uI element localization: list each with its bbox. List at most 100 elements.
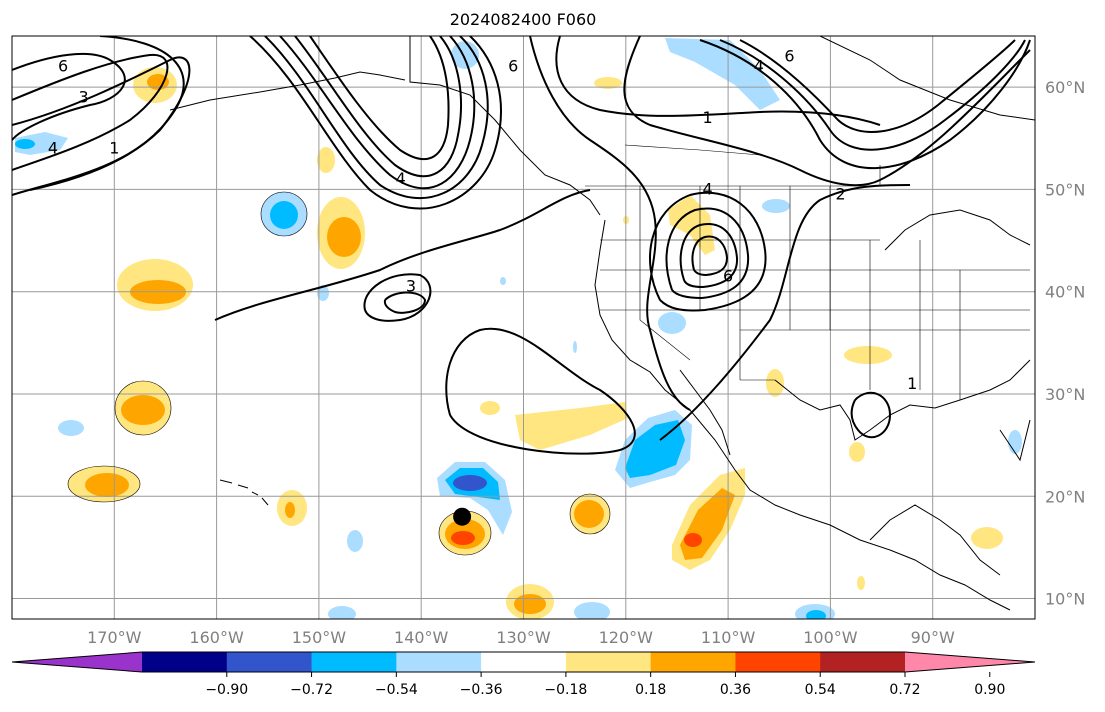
colorbar-segment — [820, 652, 906, 672]
colorbar-segment — [565, 652, 652, 672]
contour-line — [623, 36, 1031, 187]
colorbar-max-extension — [905, 652, 1035, 672]
lon-tick-label: 140°W — [394, 628, 449, 647]
latitude-labels: 60°N 50°N 40°N 30°N 20°N 10°N — [1045, 78, 1085, 608]
colorbar-tick-label: −0.36 — [460, 682, 503, 698]
yucatan-coast — [869, 504, 1001, 576]
negative-anomaly — [573, 341, 577, 353]
positive-anomaly-core — [327, 217, 361, 257]
contour-label: 6 — [58, 57, 68, 76]
colorbar-tick-label: 0.72 — [889, 682, 920, 698]
colorbar-tick-label: 0.90 — [974, 682, 1005, 698]
positive-anomaly-peak — [684, 533, 702, 547]
contour-line — [850, 391, 892, 439]
colorbar-min-extension — [12, 652, 142, 672]
negative-anomaly-core — [15, 139, 35, 149]
positive-anomaly-peak — [451, 531, 475, 545]
lat-tick-label: 50°N — [1045, 180, 1085, 199]
lon-tick-label: 150°W — [292, 628, 347, 647]
figure-title: 2024082400 F060 — [449, 10, 597, 29]
negative-anomaly — [500, 277, 506, 285]
map-gridlines — [12, 36, 1035, 619]
contour-label: 1 — [703, 108, 713, 127]
colorbar-segment — [396, 652, 482, 672]
lat-tick-label: 40°N — [1045, 283, 1085, 302]
anomaly-shading — [15, 38, 1022, 619]
contour-line — [12, 53, 169, 171]
positive-anomaly-core — [285, 502, 295, 518]
contour-label: 6 — [508, 57, 518, 76]
positive-anomaly-core — [514, 594, 546, 614]
contour-lines — [12, 36, 1031, 455]
negative-anomaly — [58, 420, 84, 436]
positive-anomaly — [317, 147, 335, 173]
contour-line — [665, 207, 750, 300]
contour-line — [719, 39, 1026, 151]
positive-anomaly — [849, 442, 865, 462]
lon-tick-label: 100°W — [803, 628, 858, 647]
contour-line — [739, 39, 1016, 133]
lon-tick-label: 170°W — [87, 628, 142, 647]
positive-anomaly — [594, 77, 622, 89]
map-frame — [11, 35, 1036, 620]
positive-anomaly-core — [121, 395, 165, 425]
colorbar-tick-label: 0.54 — [805, 682, 836, 698]
lat-tick-label: 60°N — [1045, 78, 1085, 97]
contour-line — [445, 327, 636, 455]
negative-anomaly — [665, 38, 780, 110]
lat-tick-label: 20°N — [1045, 487, 1085, 506]
lat-tick-label: 30°N — [1045, 385, 1085, 404]
colorbar-tick-label: 0.36 — [720, 682, 751, 698]
great-lakes — [884, 209, 1031, 251]
contour-line — [363, 273, 432, 322]
contour-label: 1 — [109, 139, 119, 158]
colorbar-segment — [142, 652, 228, 672]
colorbar-tick-label: −0.54 — [375, 682, 418, 698]
contour-label: 6 — [723, 266, 733, 285]
positive-anomaly-core — [85, 473, 129, 497]
negative-anomaly — [317, 285, 329, 301]
colorbar-segment — [650, 652, 736, 672]
contour-line — [309, 36, 450, 161]
contour-label: 2 — [836, 185, 846, 204]
lon-tick-label: 130°W — [496, 628, 551, 647]
contour-line — [679, 223, 739, 289]
colorbar-segment — [226, 652, 313, 672]
contour-line — [294, 36, 462, 178]
florida-coast — [999, 419, 1031, 462]
negative-anomaly — [574, 602, 610, 619]
lon-tick-label: 110°W — [701, 628, 756, 647]
positive-anomaly — [480, 401, 500, 415]
positive-anomaly-core — [147, 74, 169, 90]
contour-line — [383, 291, 427, 314]
lon-tick-label: 160°W — [189, 628, 244, 647]
canada-province — [624, 144, 761, 156]
contour-line — [264, 36, 489, 200]
contour-line — [12, 52, 126, 141]
contour-line — [12, 56, 191, 196]
coastlines — [169, 36, 1035, 611]
pacific-coast — [594, 219, 1011, 611]
hudson-coast — [819, 36, 1035, 121]
lon-tick-label: 90°W — [911, 628, 955, 647]
contour-line — [249, 36, 502, 210]
colorbar-tick-label: −0.18 — [544, 682, 587, 698]
negative-anomaly — [328, 606, 356, 619]
negative-anomaly — [1008, 430, 1022, 454]
colorbar-outline — [11, 651, 1036, 673]
contour-label: 4 — [703, 179, 713, 198]
contour-label: 6 — [784, 46, 794, 65]
state-line — [639, 186, 691, 361]
contour-line — [555, 36, 881, 126]
colorbar-segment — [311, 652, 397, 672]
negative-anomaly-peak — [453, 475, 487, 491]
longitude-labels: 170°W 160°W 150°W 140°W 130°W 120°W 110°W 100°W… — [87, 628, 955, 647]
positive-anomaly — [766, 369, 784, 397]
contour-label: 3 — [406, 277, 416, 296]
baja-coast — [679, 369, 731, 456]
negative-anomaly-core — [270, 201, 298, 229]
contour-label: 4 — [48, 139, 58, 158]
